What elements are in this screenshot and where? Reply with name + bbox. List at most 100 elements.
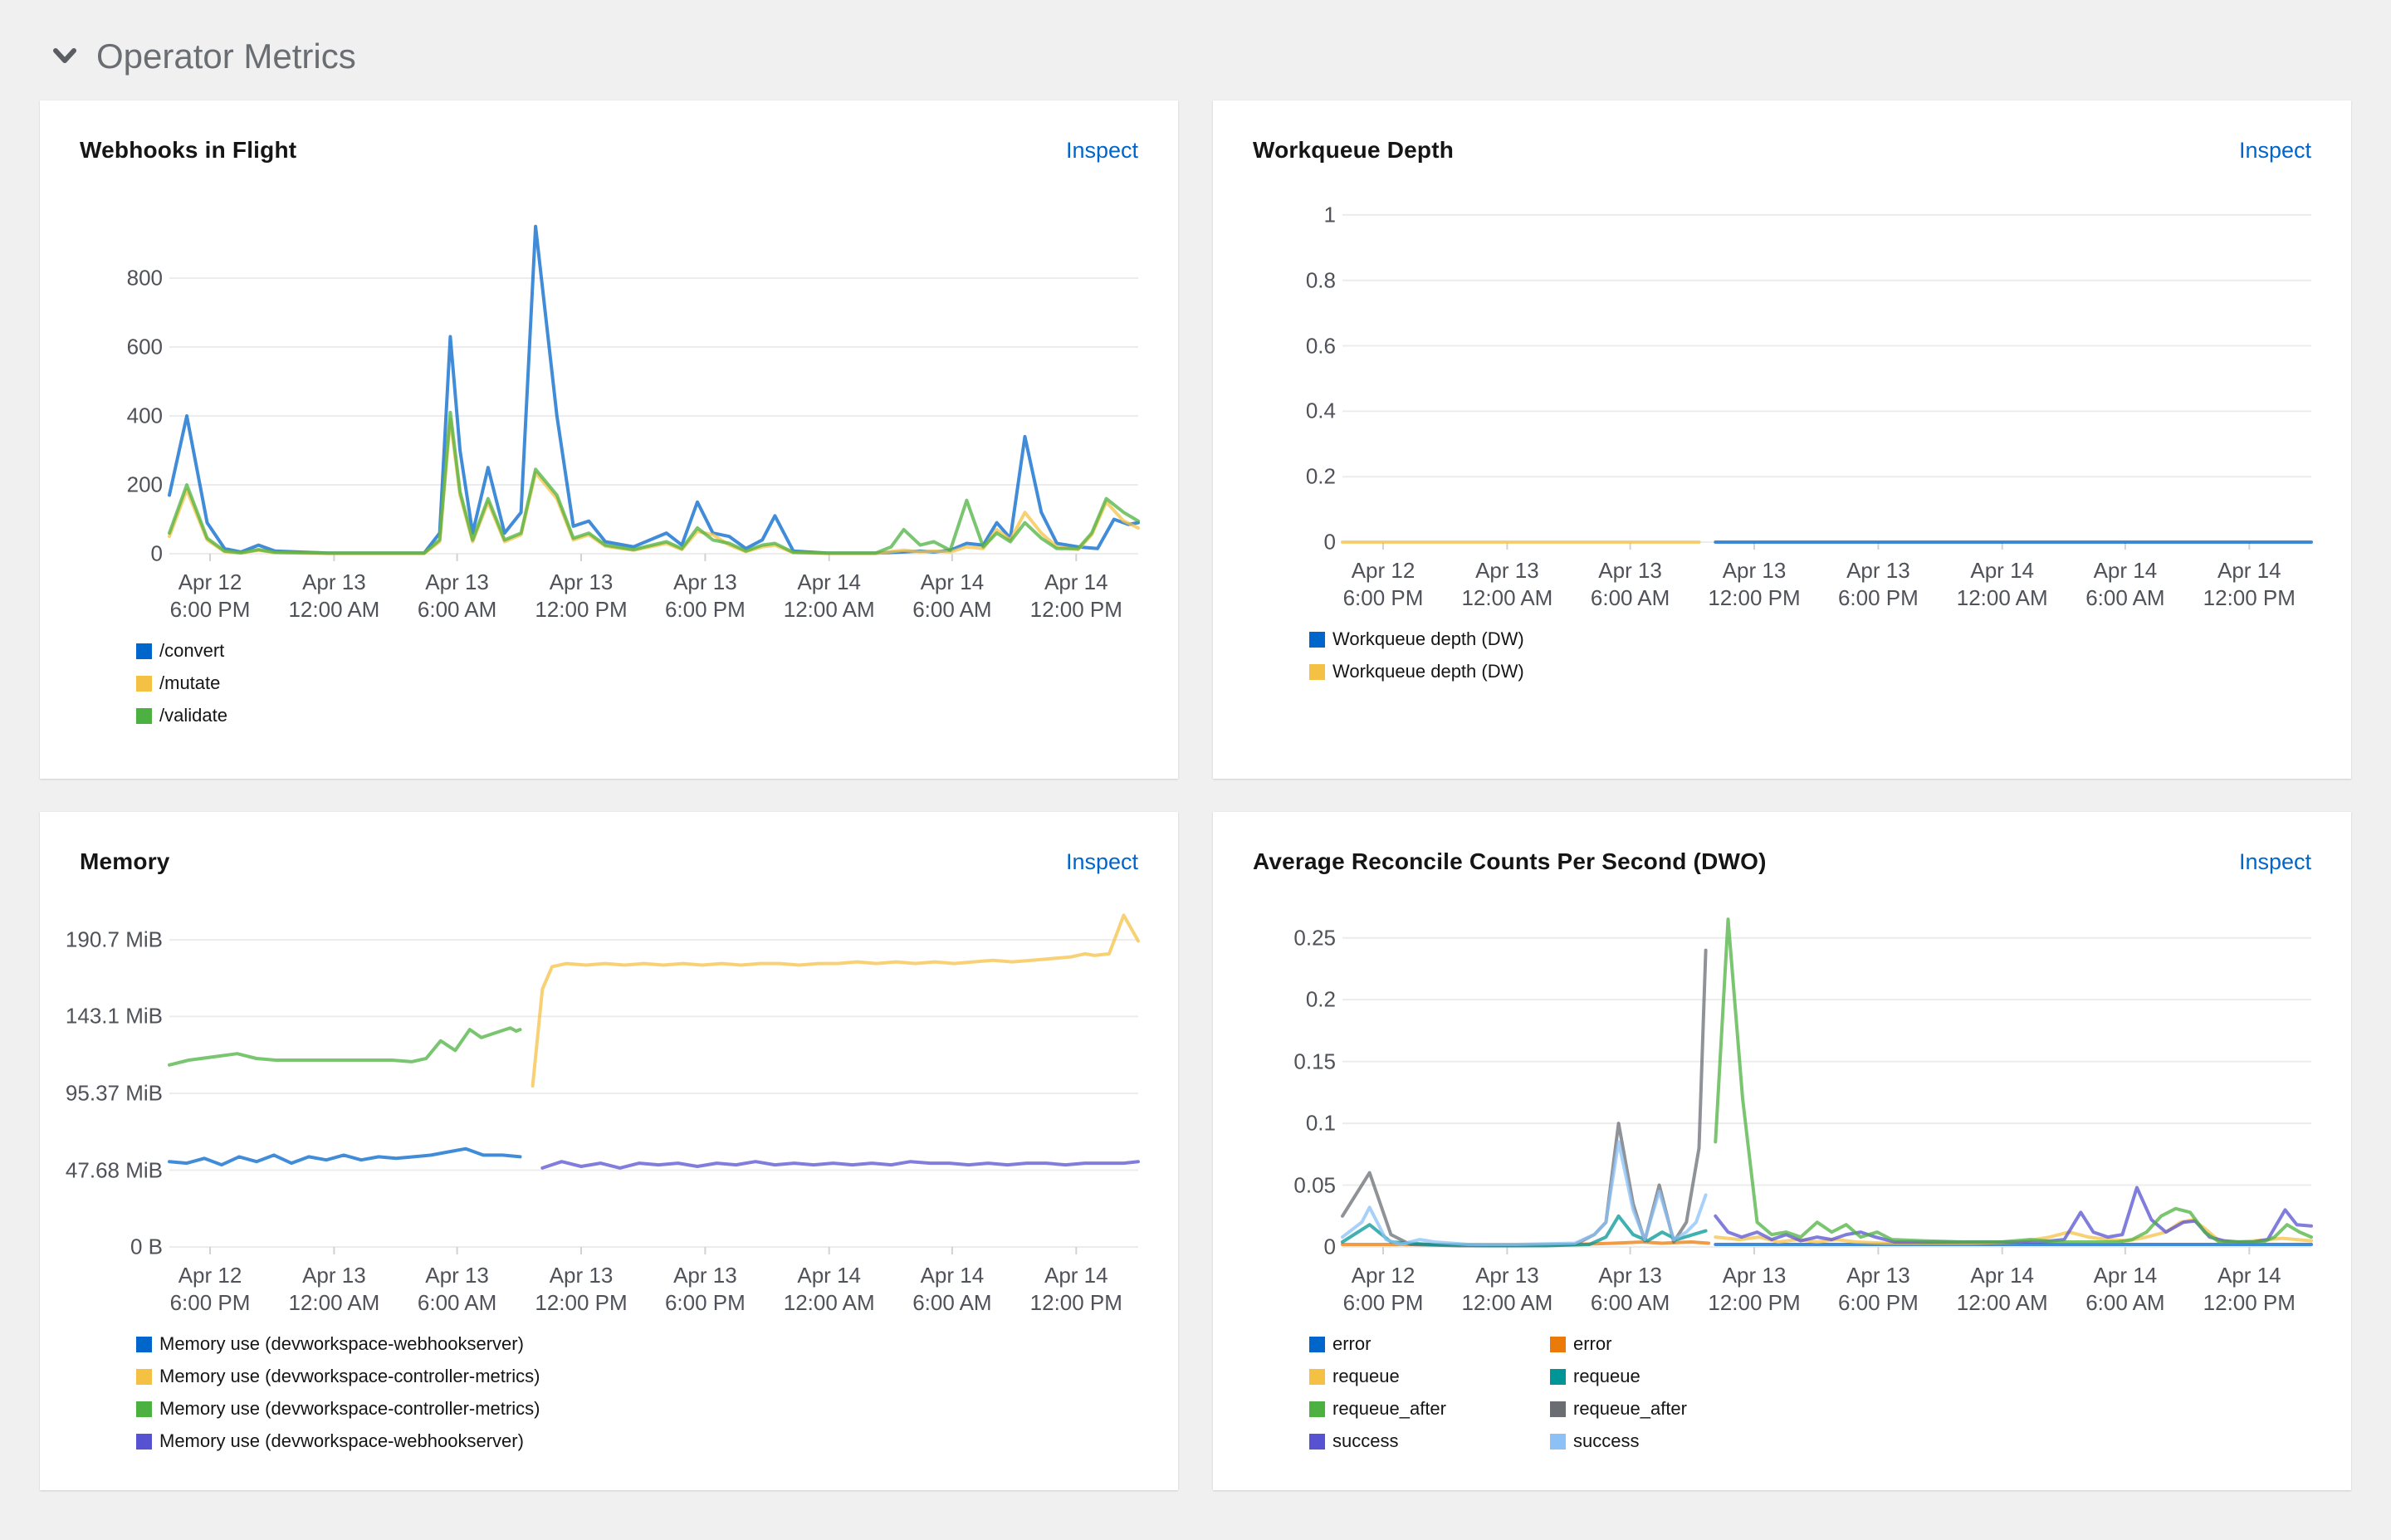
panel-webhooks-in-flight: Webhooks in Flight Inspect 800 600 400 200 0… xyxy=(40,100,1178,779)
inspect-link-webhooks-in-flight[interactable]: Inspect xyxy=(1065,138,1138,163)
series-line-mutate xyxy=(168,418,1140,555)
x-tick-label: Apr 14 12:00 AM xyxy=(1956,558,2048,610)
x-axis-labels: Apr 12 6:00 PM Apr 13 12:00 AM Apr 13 6:00 AM… xyxy=(169,1262,1138,1320)
x-tick-label: Apr 14 12:00 AM xyxy=(783,570,875,622)
inspect-link-workqueue-depth[interactable]: Inspect xyxy=(2238,138,2311,163)
series-line-convert xyxy=(168,224,1140,555)
legend-item-memory-use-devworkspace-webhookserver: Memory use (devworkspace-webhookserver) xyxy=(136,1430,540,1452)
legend-item-requeue-after: requeue_after xyxy=(1309,1398,1507,1420)
series-line-mem-webhookserver-2 xyxy=(540,1160,1140,1170)
legend-label: Memory use (devworkspace-webhookserver) xyxy=(159,1430,524,1451)
x-tick-label: Apr 13 12:00 AM xyxy=(1461,1263,1553,1315)
chart-title-memory: Memory xyxy=(80,848,170,874)
chart-legend: Memory use (devworkspace-webhookserver) M… xyxy=(136,1333,1138,1452)
y-tick-label: 200 xyxy=(126,472,163,497)
x-tick-label: Apr 14 12:00 AM xyxy=(783,1263,875,1315)
chart-legend: /convert/mutate/validate xyxy=(136,640,1138,726)
legend-item-requeue: requeue xyxy=(1309,1366,1507,1387)
x-tick-label: Apr 13 12:00 PM xyxy=(1708,558,1801,610)
x-tick-label: Apr 13 12:00 AM xyxy=(288,570,380,622)
legend-swatch xyxy=(136,1368,152,1385)
legend-swatch xyxy=(136,675,152,692)
legend-swatch xyxy=(1309,1336,1325,1352)
legend-label: Memory use (devworkspace-webhookserver) xyxy=(159,1333,524,1354)
inspect-link-memory[interactable]: Inspect xyxy=(1065,849,1138,874)
legend-item-memory-use-devworkspace-controller-metrics: Memory use (devworkspace-controller-metr… xyxy=(136,1366,540,1387)
y-tick-label: 0 B xyxy=(130,1234,163,1259)
panel-memory: Memory Inspect 190.7 MiB 143.1 MiB 95.37 M… xyxy=(40,812,1178,1490)
x-tick-label: Apr 12 6:00 PM xyxy=(1342,558,1424,610)
y-axis-labels: 190.7 MiB 143.1 MiB 95.37 MiB 47.68 MiB 0 B xyxy=(66,898,163,1259)
legend-item-error: error xyxy=(1309,1333,1507,1355)
y-tick-label: 143.1 MiB xyxy=(65,1003,163,1029)
y-axis-labels: 1 0.8 0.6 0.4 0.2 0 xyxy=(1253,202,1336,554)
y-tick-label: 95.37 MiB xyxy=(65,1080,163,1106)
inspect-link-average-reconcile-counts[interactable]: Inspect xyxy=(2238,849,2311,874)
y-axis-labels: 800 600 400 200 0 xyxy=(80,197,163,566)
x-tick-label: Apr 13 12:00 PM xyxy=(535,570,628,622)
legend-item-requeue-after: requeue_after xyxy=(1550,1398,1687,1420)
panel-average-reconcile-counts: Average Reconcile Counts Per Second (DWO… xyxy=(1213,812,2351,1490)
legend-item-success: success xyxy=(1309,1430,1507,1452)
legend-label: requeue_after xyxy=(1332,1398,1446,1419)
metrics-grid: Webhooks in Flight Inspect 800 600 400 200 0… xyxy=(40,100,2351,1490)
operator-metrics-section-toggle[interactable]: Operator Metrics xyxy=(0,0,2391,100)
y-tick-label: 0.15 xyxy=(1293,1049,1336,1074)
chart-canvas xyxy=(1341,213,2313,550)
legend-label: Workqueue depth (DW) xyxy=(1332,661,1524,682)
x-tick-label: Apr 14 6:00 AM xyxy=(2085,558,2165,610)
chart-workqueue-depth: 1 0.8 0.6 0.4 0.2 0 Apr 12 6:00 PM Apr 13 12:00 … xyxy=(1253,202,2313,682)
y-tick-label: 0.2 xyxy=(1305,986,1336,1012)
legend-label: error xyxy=(1573,1333,1612,1354)
series-line-validate xyxy=(168,410,1140,555)
x-axis-labels: Apr 12 6:00 PM Apr 13 12:00 AM Apr 13 6:00 AM… xyxy=(169,569,1138,627)
y-tick-label: 47.68 MiB xyxy=(65,1157,163,1182)
legend-swatch xyxy=(1550,1368,1566,1385)
x-tick-label: Apr 13 12:00 PM xyxy=(1708,1263,1801,1315)
legend-swatch xyxy=(136,1336,152,1352)
y-tick-label: 1 xyxy=(1323,202,1336,227)
legend-swatch xyxy=(136,643,152,659)
y-tick-label: 0 xyxy=(150,540,163,566)
x-axis-labels: Apr 12 6:00 PM Apr 13 12:00 AM Apr 13 6:00 AM… xyxy=(1342,1262,2311,1320)
y-tick-label: 600 xyxy=(126,334,163,359)
legend-swatch xyxy=(1309,663,1325,680)
x-tick-label: Apr 13 6:00 PM xyxy=(1837,1263,1919,1315)
legend-label: /convert xyxy=(159,640,225,661)
y-tick-label: 0.05 xyxy=(1293,1172,1336,1197)
y-tick-label: 0.2 xyxy=(1305,463,1336,489)
legend-label: /validate xyxy=(159,705,227,726)
x-tick-label: Apr 14 12:00 PM xyxy=(1029,570,1122,622)
chart-title-average-reconcile-counts: Average Reconcile Counts Per Second (DWO… xyxy=(1253,848,1767,874)
x-tick-label: Apr 14 12:00 PM xyxy=(1029,1263,1122,1315)
y-tick-label: 800 xyxy=(126,265,163,291)
y-tick-label: 0.8 xyxy=(1305,267,1336,293)
legend-item-validate: /validate xyxy=(136,705,227,726)
legend-item-workqueue-depth-dw: Workqueue depth (DW) xyxy=(1309,661,1524,682)
legend-swatch xyxy=(1309,1368,1325,1385)
chart-canvas xyxy=(1341,917,2313,1254)
chart-memory: 190.7 MiB 143.1 MiB 95.37 MiB 47.68 MiB 0 B … xyxy=(66,898,1140,1452)
x-axis-labels: Apr 12 6:00 PM Apr 13 12:00 AM Apr 13 6:00 AM… xyxy=(1342,557,2311,615)
legend-label: /mutate xyxy=(159,672,221,693)
chart-title-workqueue-depth: Workqueue Depth xyxy=(1253,137,1455,163)
legend-swatch xyxy=(1550,1336,1566,1352)
plot-area xyxy=(168,197,1140,561)
legend-label: success xyxy=(1332,1430,1399,1451)
legend-label: requeue_after xyxy=(1573,1398,1687,1419)
series-line-success-lightblue xyxy=(1341,1140,1708,1246)
legend-item-workqueue-depth-dw: Workqueue depth (DW) xyxy=(1309,628,1524,650)
legend-label: requeue xyxy=(1573,1366,1640,1386)
x-tick-label: Apr 14 6:00 AM xyxy=(912,1263,992,1315)
series-line-mem-controller-1 xyxy=(168,1026,522,1067)
legend-item-memory-use-devworkspace-controller-metrics: Memory use (devworkspace-controller-metr… xyxy=(136,1398,540,1420)
x-tick-label: Apr 13 6:00 PM xyxy=(1837,558,1919,610)
legend-swatch xyxy=(136,707,152,724)
y-tick-label: 0 xyxy=(1323,529,1336,555)
series-line-requeue-after-green xyxy=(1714,917,2313,1244)
x-tick-label: Apr 12 6:00 PM xyxy=(169,570,251,622)
legend-label: success xyxy=(1573,1430,1640,1451)
x-tick-label: Apr 13 6:00 AM xyxy=(1590,1263,1670,1315)
y-tick-label: 0.1 xyxy=(1305,1110,1336,1136)
legend-swatch xyxy=(1309,1401,1325,1417)
